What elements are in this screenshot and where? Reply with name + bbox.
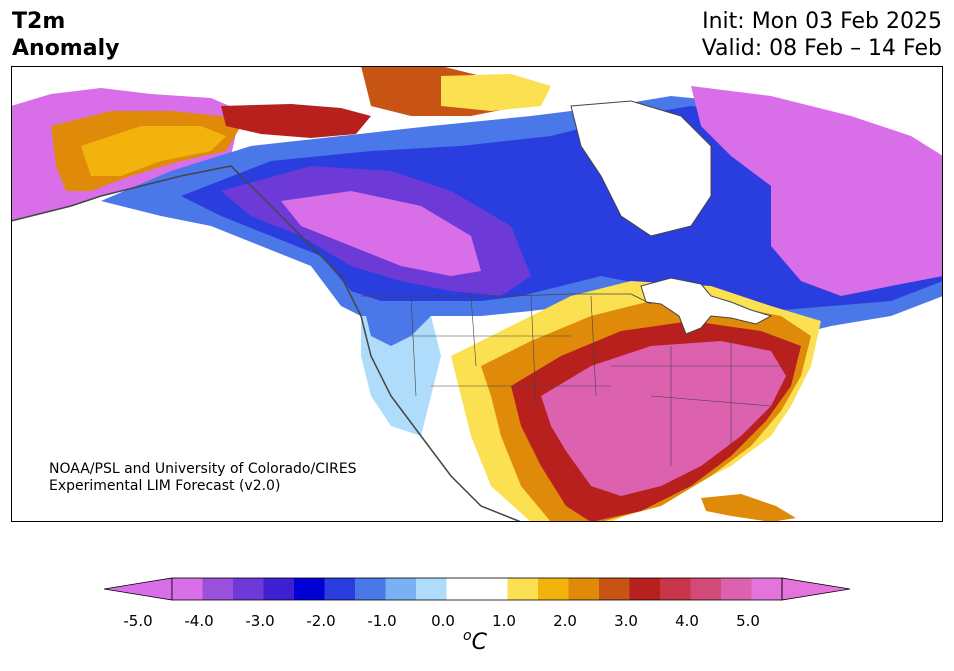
canada-cold-core [281,191,481,276]
colorbar-tick-labels: -5.0 -4.0 -3.0 -2.0 -1.0 0.0 1.0 2.0 3.0 4.0 5.0 [0,612,954,632]
colorbar-segment [294,578,325,600]
valid-range: Valid: 08 Feb – 14 Feb [701,36,942,61]
colorbar-tick-label: -4.0 [184,612,214,630]
colorbar-tick-label: -1.0 [367,612,397,630]
colorbar-segment [751,578,783,600]
colorbar-under-triangle [104,577,173,601]
yukon-warm-band [221,104,371,138]
colorbar-segment [507,578,539,600]
unit-celsius: C [471,630,487,655]
arctic-yellow [441,74,551,111]
hudson-bay-water [570,100,712,237]
cuba-warm [701,494,796,522]
colorbar-segment [568,578,600,600]
map-title: T2m Anomaly [12,8,119,62]
colorbar-tick-label: -2.0 [306,612,336,630]
state-borders [410,295,791,466]
us-canada-border [361,293,652,305]
credit-line-1: NOAA/PSL and University of Colorado/CIRE… [49,461,357,477]
credit-text: NOAA/PSL and University of Colorado/CIRE… [49,461,357,495]
anomaly-map [11,66,943,522]
colorbar-unit: oC [463,628,487,655]
colorbar-tick-label: 0.0 [431,612,455,630]
colorbar-segment [172,578,203,600]
colorbar-frame [171,577,783,601]
quebec-cold-core [691,86,943,296]
colorbar-over-triangle [781,577,850,601]
unit-degree: o [463,628,472,644]
colorbar-segments [172,578,783,600]
colorbar-tick-label: 5.0 [736,612,760,630]
colorbar-tick-label: 3.0 [614,612,638,630]
colorbar-segment [599,578,630,600]
colorbar-segment [629,578,661,600]
great-lakes [640,277,773,335]
colorbar-segment [690,578,722,600]
colorbar-segment [446,578,478,600]
colorbar-segment [538,578,569,600]
init-date: Init: Mon 03 Feb 2025 [702,9,942,34]
colorbar-segment [660,578,691,600]
colorbar-segment [233,578,264,600]
colorbar-segment [263,578,295,600]
colorbar [104,577,850,601]
credit-line-2: Experimental LIM Forecast (v2.0) [49,478,281,494]
forecast-dates: Init: Mon 03 Feb 2025 Valid: 08 Feb – 14… [702,8,942,62]
coastline [11,165,522,522]
colorbar-tick-label: 2.0 [553,612,577,630]
colorbar-tick-label: -5.0 [123,612,153,630]
colorbar-segment [202,578,234,600]
west-us-light-blue [361,316,441,436]
colorbar-tick-label: 1.0 [492,612,516,630]
west-us-blue [361,296,431,346]
colorbar-segment [324,578,356,600]
colorbar-segment [355,578,386,600]
title-line-2: Anomaly [12,36,120,61]
colorbar-tick-label: -3.0 [245,612,275,630]
title-line-1: T2m [12,9,66,34]
colorbar-segment [385,578,417,600]
alaska-warm-core [81,126,226,176]
colorbar-tick-label: 4.0 [675,612,699,630]
colorbar-segment [721,578,752,600]
map-frame [11,66,943,522]
colorbar-segment [416,578,447,600]
us-warm-core [541,341,786,496]
colorbar-segment [477,578,508,600]
